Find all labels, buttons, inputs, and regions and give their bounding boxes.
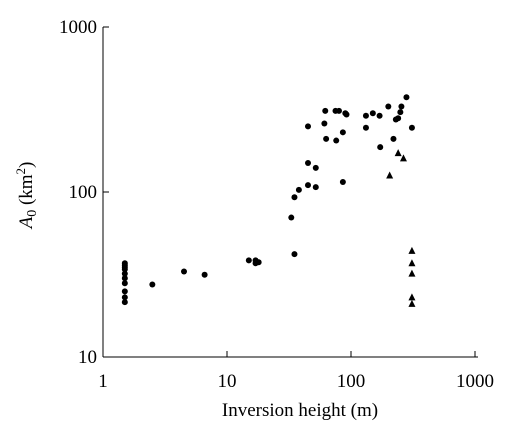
point xyxy=(408,269,416,277)
y-label-part: (km xyxy=(16,174,37,210)
point xyxy=(377,144,384,151)
y-label-part: A xyxy=(16,216,37,230)
point xyxy=(304,123,311,130)
point xyxy=(121,260,128,267)
point xyxy=(398,103,405,110)
point xyxy=(343,111,350,118)
point xyxy=(121,270,128,277)
y-label-part: 0 xyxy=(25,210,40,217)
y-tick-label: 10 xyxy=(78,347,97,368)
point xyxy=(121,294,128,301)
y-label-part: ) xyxy=(16,162,37,168)
y-label-part: 2 xyxy=(13,168,28,175)
x-tick-label: 100 xyxy=(337,371,366,392)
y-tick-label: 100 xyxy=(69,182,98,203)
x-tick-label: 1 xyxy=(98,371,108,392)
point xyxy=(408,259,416,267)
point xyxy=(312,164,319,171)
point xyxy=(295,186,302,193)
point xyxy=(408,124,415,131)
x-axis-label: Inversion height (m) xyxy=(222,400,378,421)
point xyxy=(322,107,329,114)
point xyxy=(321,120,328,127)
y-axis-label: A0 (km2) xyxy=(13,162,40,231)
point xyxy=(339,129,346,136)
point xyxy=(395,115,402,122)
point xyxy=(291,194,298,201)
point xyxy=(333,137,340,144)
point xyxy=(408,246,416,254)
point xyxy=(385,103,392,110)
point xyxy=(180,268,187,275)
point xyxy=(408,299,416,307)
x-tick-label: 10 xyxy=(218,371,237,392)
point xyxy=(288,214,295,221)
point xyxy=(121,275,128,282)
point xyxy=(335,107,342,114)
point xyxy=(386,171,394,179)
point xyxy=(397,109,404,116)
point xyxy=(362,112,369,119)
point xyxy=(408,293,416,301)
point xyxy=(394,149,402,157)
point xyxy=(255,259,262,266)
point xyxy=(339,178,346,185)
point xyxy=(312,184,319,191)
y-tick-label: 1000 xyxy=(59,17,97,38)
point xyxy=(362,124,369,131)
point xyxy=(390,135,397,142)
point xyxy=(403,94,410,101)
point xyxy=(245,257,252,264)
point xyxy=(291,251,298,258)
point xyxy=(121,280,128,287)
point xyxy=(149,281,156,288)
point xyxy=(121,288,128,295)
point xyxy=(304,182,311,189)
point xyxy=(121,299,128,306)
point xyxy=(201,271,208,278)
point xyxy=(399,154,407,162)
point xyxy=(323,135,330,142)
point xyxy=(304,159,311,166)
x-tick-label: 1000 xyxy=(456,371,494,392)
point xyxy=(369,110,376,117)
point xyxy=(376,112,383,119)
